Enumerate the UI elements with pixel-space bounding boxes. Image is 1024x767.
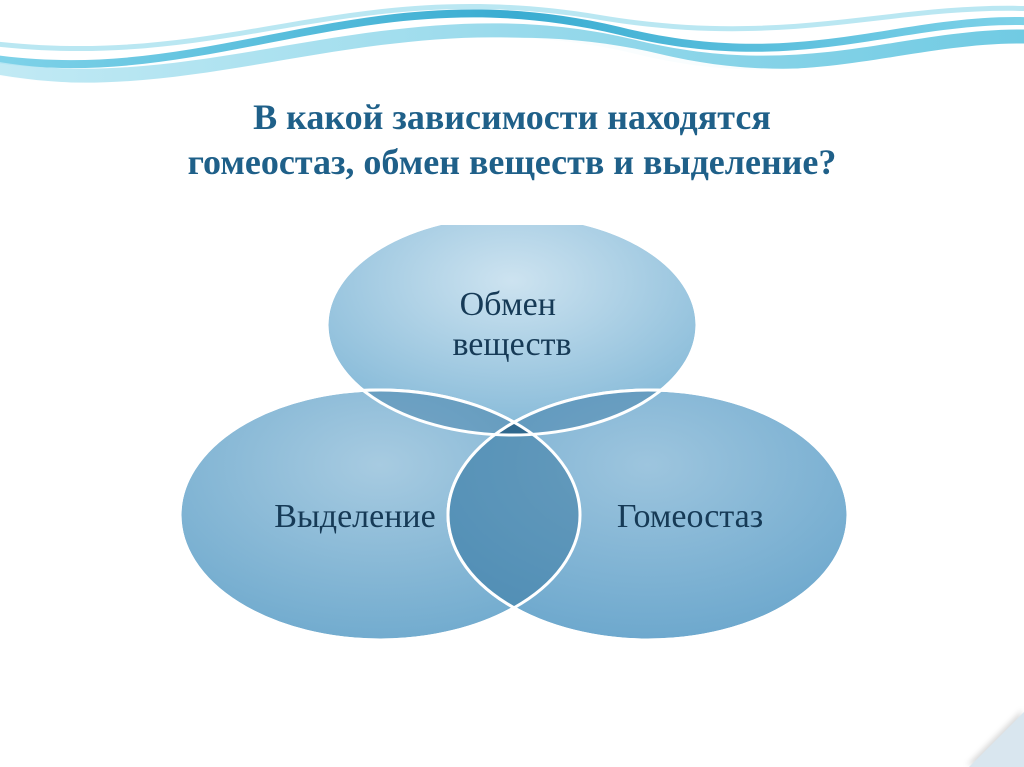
title-line-2: гомеостаз, обмен веществ и выделение? [188,142,837,182]
slide-title: В какой зависимости находятся гомеостаз,… [0,95,1024,185]
venn-diagram: Обмен веществ Выделение Гомеостаз [0,225,1024,725]
page-curl-icon [969,712,1024,767]
venn-label-right: Гомеостаз [617,498,763,535]
slide: В какой зависимости находятся гомеостаз,… [0,0,1024,767]
title-line-1: В какой зависимости находятся [253,97,771,137]
venn-label-left: Выделение [274,498,435,535]
